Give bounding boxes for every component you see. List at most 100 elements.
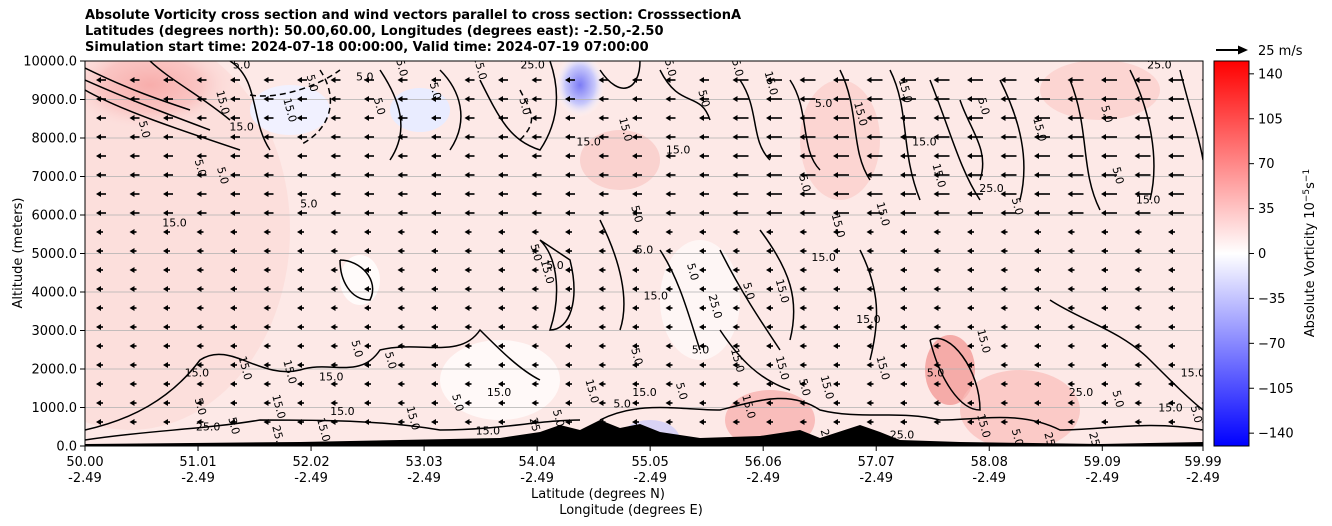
wind-vector-head bbox=[397, 115, 403, 121]
contour-line bbox=[439, 69, 462, 151]
wind-vector-head bbox=[598, 324, 604, 330]
wind-vector-head bbox=[766, 362, 771, 368]
wind-vector-head bbox=[900, 77, 905, 83]
y-tick-label: 3000.0 bbox=[32, 324, 78, 339]
wind-vector-head bbox=[866, 362, 872, 368]
wind-vector-head bbox=[866, 115, 872, 121]
wind-vector-head bbox=[230, 96, 235, 102]
wind-vector-head bbox=[464, 248, 470, 254]
wind-vector-head bbox=[297, 96, 302, 102]
wind-vector-head bbox=[967, 229, 972, 235]
wind-vector-head bbox=[766, 77, 771, 83]
wind-vector-head bbox=[1101, 343, 1106, 349]
wind-vector-head bbox=[397, 134, 403, 140]
contour-label: 15.0 bbox=[487, 386, 512, 399]
wind-vector-head bbox=[833, 210, 838, 216]
wind-vector-head bbox=[1134, 286, 1140, 292]
wind-vector-head bbox=[699, 248, 704, 254]
wind-vector-head bbox=[96, 229, 101, 235]
wind-vector-head bbox=[129, 134, 135, 140]
wind-vector-head bbox=[933, 115, 939, 121]
wind-vector-head bbox=[464, 419, 470, 425]
wind-vector-head bbox=[565, 248, 570, 254]
wind-vector-head bbox=[330, 305, 336, 311]
wind-vector-head bbox=[1101, 267, 1106, 273]
wind-vector-head bbox=[933, 324, 939, 330]
wind-vector-head bbox=[297, 400, 302, 406]
wind-vector-head bbox=[866, 381, 872, 387]
contour-label: 15.0 bbox=[403, 405, 422, 432]
wind-vector-head bbox=[96, 305, 101, 311]
wind-vector-head bbox=[96, 286, 101, 292]
wind-vector-head bbox=[732, 134, 738, 140]
contour-label: 15.0 bbox=[1181, 367, 1206, 380]
wind-vector-head bbox=[263, 210, 269, 216]
wind-vector-head bbox=[1101, 134, 1106, 140]
colorbar-label: Absolute Vorticity 10−5s−1 bbox=[1302, 169, 1318, 337]
y-tick-label: 2000.0 bbox=[32, 363, 78, 378]
wind-vector-head bbox=[1101, 248, 1106, 254]
wind-vector-head bbox=[431, 362, 436, 368]
wind-vector-head bbox=[464, 362, 470, 368]
contour-label: 25.0 bbox=[1041, 431, 1060, 458]
contour-label: 5.0 bbox=[371, 96, 388, 116]
contour-line bbox=[519, 89, 533, 141]
wind-vector-head bbox=[96, 191, 101, 197]
wind-vector-head bbox=[498, 267, 503, 273]
wind-vector-head bbox=[364, 115, 369, 121]
contour-label: 5.0 bbox=[214, 165, 231, 185]
x-tick-label-lat: 52.02 bbox=[292, 455, 329, 470]
contour-label: 5.0 bbox=[546, 259, 564, 272]
wind-vector-head bbox=[833, 96, 838, 102]
wind-vector-head bbox=[933, 286, 939, 292]
wind-vector-head bbox=[263, 248, 269, 254]
wind-vector-head bbox=[933, 267, 939, 273]
wind-vector-head bbox=[498, 229, 503, 235]
wind-vector-head bbox=[866, 248, 872, 254]
wind-vector-head bbox=[833, 305, 838, 311]
wind-vector-head bbox=[96, 381, 101, 387]
wind-vector-head bbox=[531, 286, 537, 292]
wind-vector-head bbox=[1168, 343, 1173, 349]
contour-line bbox=[859, 249, 878, 361]
wind-vector-head bbox=[96, 77, 101, 83]
wind-vector-head bbox=[431, 400, 436, 406]
contour-label: 5.0 bbox=[382, 350, 399, 370]
wind-vector-head bbox=[632, 77, 637, 83]
wind-vector-head bbox=[565, 134, 570, 140]
wind-vector-head bbox=[531, 210, 537, 216]
wind-vector-head bbox=[1000, 210, 1006, 216]
wind-vector-head bbox=[297, 229, 302, 235]
wind-vector-head bbox=[263, 96, 269, 102]
wind-vector-head bbox=[163, 381, 168, 387]
contour-label: 25.0 bbox=[1147, 59, 1172, 72]
wind-vector-head bbox=[1168, 248, 1173, 254]
contour-label: 15.0 bbox=[162, 217, 187, 230]
wind-vector-head bbox=[1101, 210, 1106, 216]
wind-vector-head bbox=[699, 229, 704, 235]
wind-vector-head bbox=[431, 77, 436, 83]
contour-line bbox=[999, 79, 1025, 201]
contour-label: 15.0 bbox=[538, 258, 557, 285]
wind-vector-head bbox=[1000, 248, 1006, 254]
wind-vector-head bbox=[1134, 343, 1140, 349]
wind-vector-head bbox=[799, 172, 805, 178]
contour-label: 25.0 bbox=[818, 428, 837, 455]
wind-vector-head bbox=[699, 191, 704, 197]
wind-vector-head bbox=[498, 381, 503, 387]
wind-vector-head bbox=[1168, 96, 1173, 102]
vorticity-field-patch bbox=[925, 335, 975, 405]
wind-vector-head bbox=[665, 343, 671, 349]
wind-vector-head bbox=[163, 324, 168, 330]
wind-vector-head bbox=[1168, 267, 1173, 273]
contour-line bbox=[759, 229, 795, 341]
wind-vector-head bbox=[833, 286, 838, 292]
wind-vector-head bbox=[799, 229, 805, 235]
wind-vector-head bbox=[933, 229, 939, 235]
wind-vector-head bbox=[833, 362, 838, 368]
contour-label: 5.0 bbox=[613, 398, 631, 411]
wind-vector-head bbox=[967, 77, 972, 83]
wind-vector-head bbox=[1034, 381, 1039, 387]
contour-label: 5.0 bbox=[233, 59, 251, 72]
